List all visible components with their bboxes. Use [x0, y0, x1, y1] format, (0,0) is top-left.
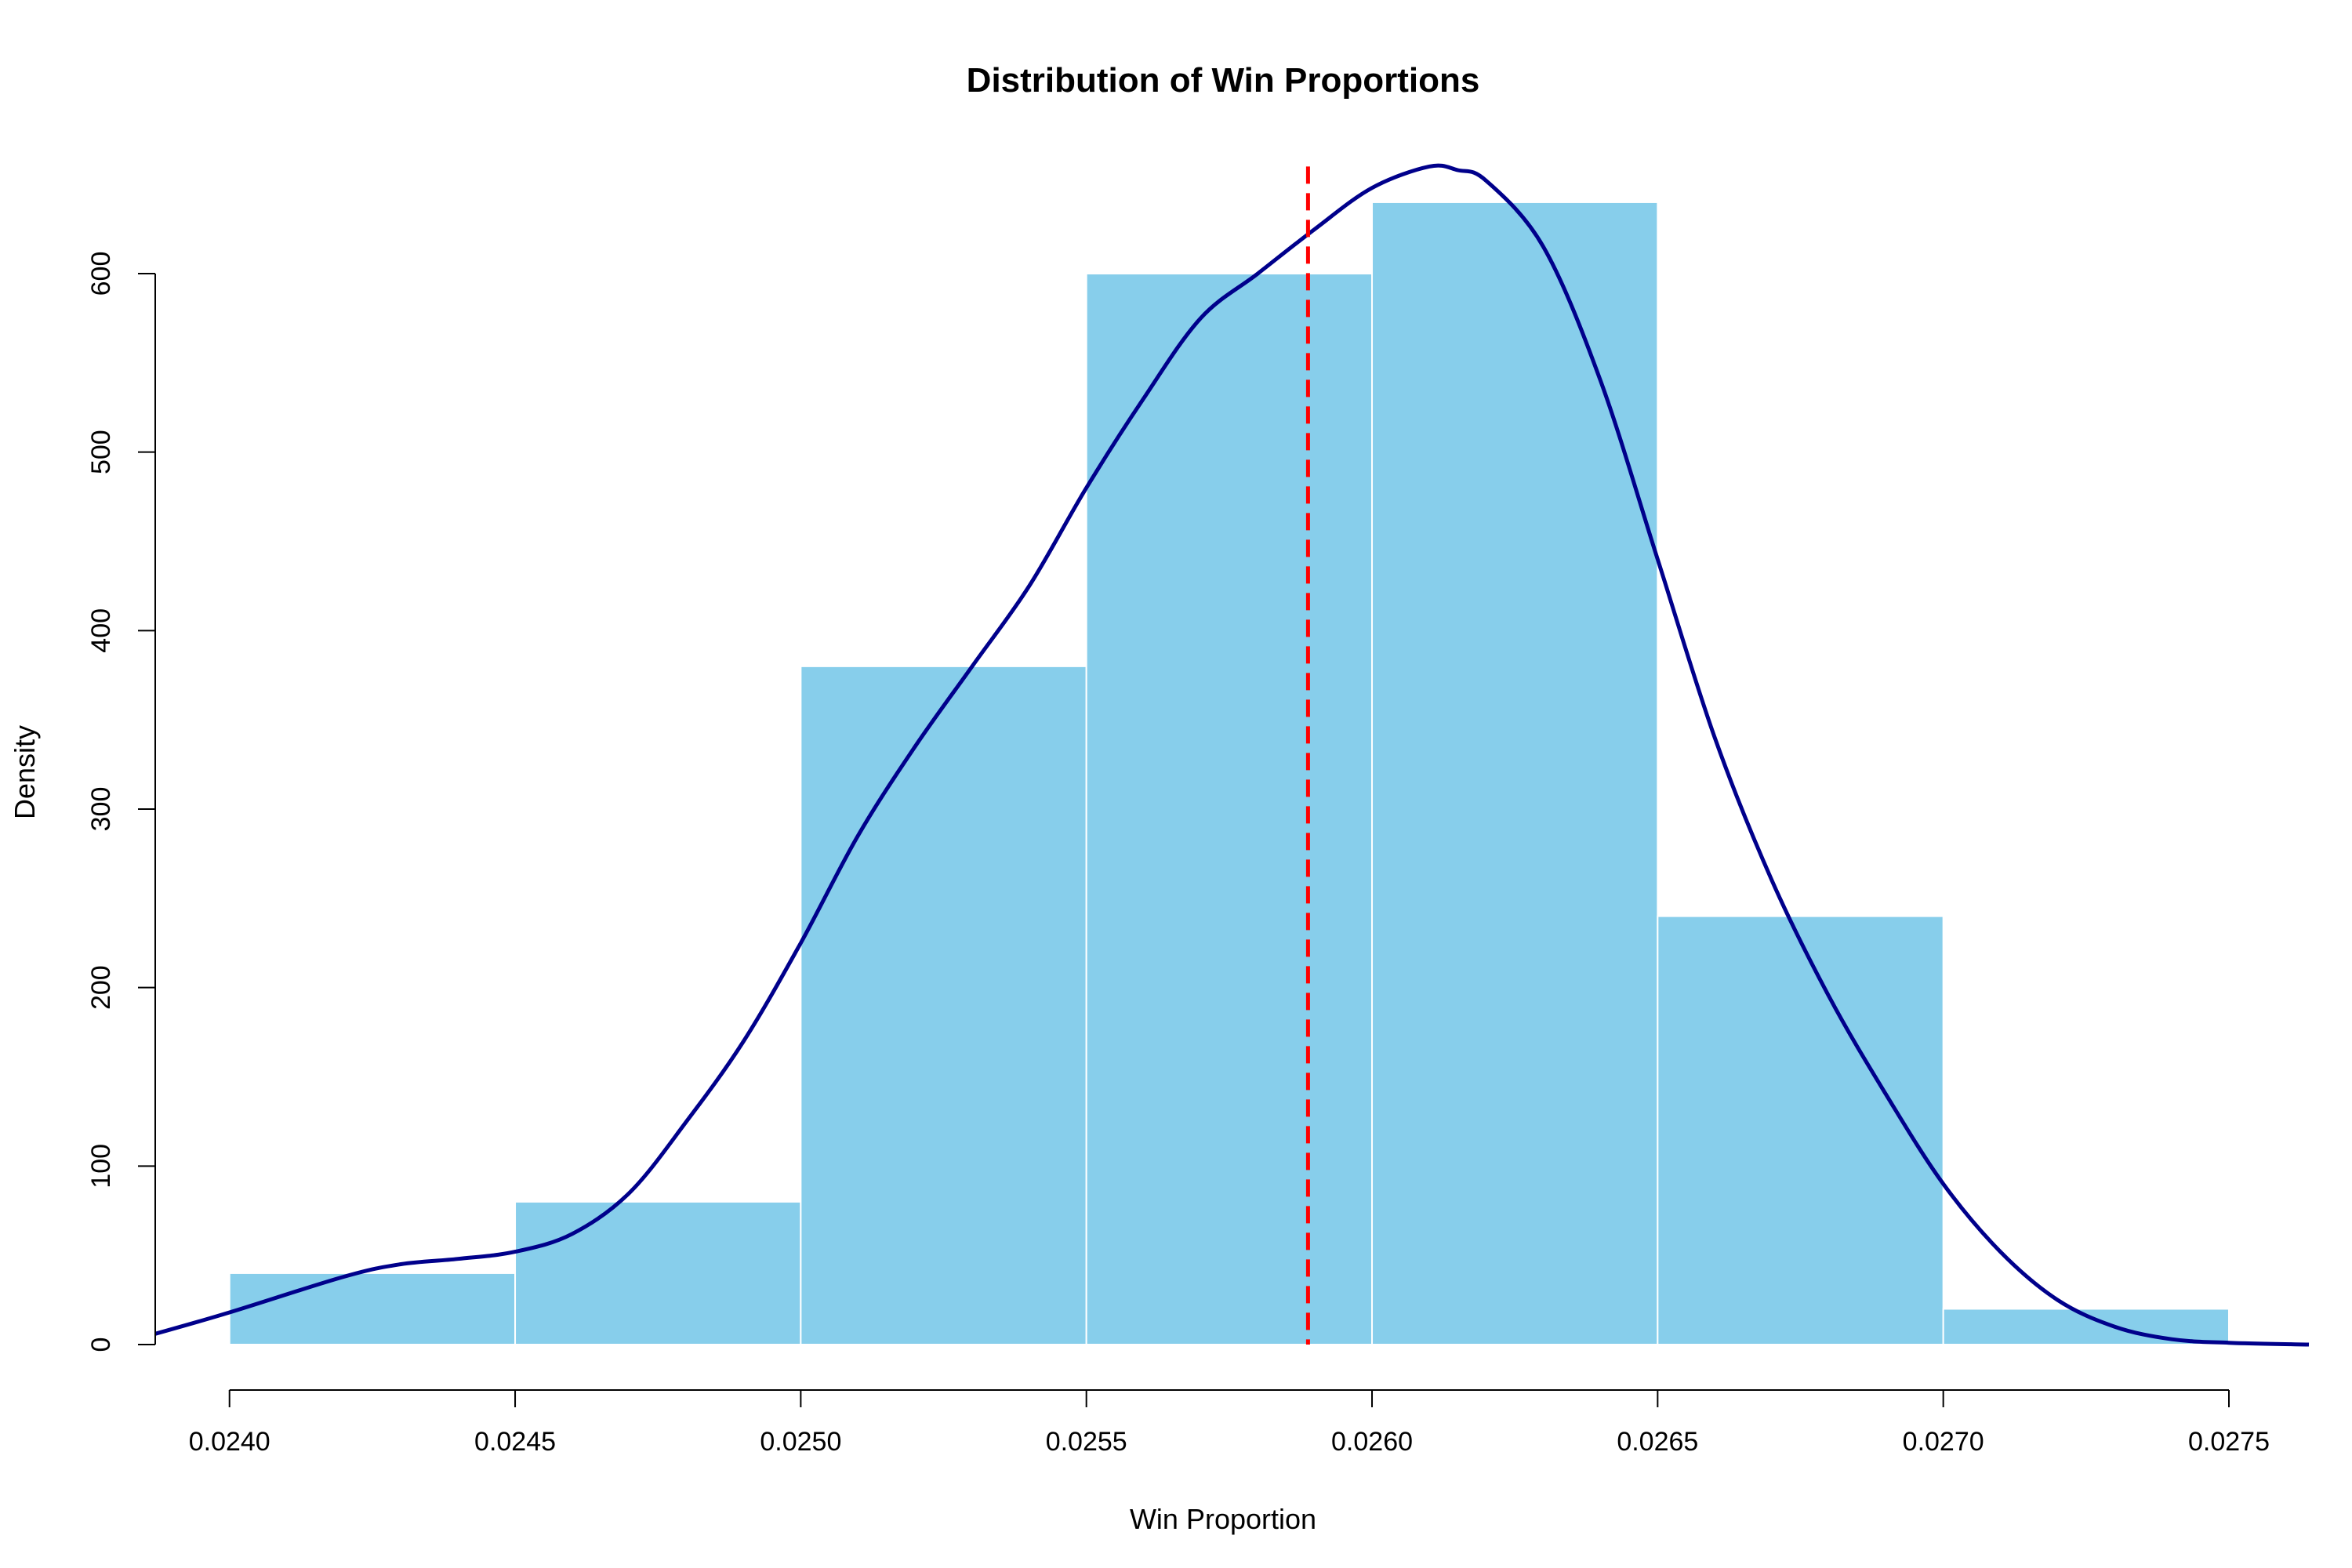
histogram-bar-2 [514, 1200, 802, 1346]
x-tick-label: 0.0270 [1903, 1427, 1984, 1457]
x-axis-label: Win Proportion [1130, 1503, 1316, 1535]
y-tick-label: 0 [86, 1338, 116, 1352]
x-tick-label: 0.0250 [760, 1427, 841, 1457]
y-axis-label: Density [9, 725, 41, 819]
x-tick-label: 0.0265 [1617, 1427, 1698, 1457]
chart-title: Distribution of Win Proportions [967, 61, 1480, 100]
y-tick-label: 200 [86, 965, 116, 1010]
histogram-bar-3 [800, 665, 1087, 1345]
x-tick-label: 0.0240 [189, 1427, 270, 1457]
histogram-bar-1 [228, 1272, 517, 1346]
y-tick-label: 600 [86, 252, 116, 296]
x-tick-label: 0.0260 [1331, 1427, 1413, 1457]
x-tick-label: 0.0245 [474, 1427, 556, 1457]
y-tick-label: 400 [86, 608, 116, 653]
histogram-bar-6 [1657, 915, 1944, 1345]
y-axis: 0 100 200 300 400 500 600 [86, 252, 156, 1352]
y-tick-label: 300 [86, 787, 116, 832]
x-tick-label: 0.0255 [1046, 1427, 1127, 1457]
histogram-bar-5 [1371, 201, 1659, 1345]
histogram-bars [228, 201, 2230, 1346]
x-tick-label: 0.0275 [2188, 1427, 2270, 1457]
x-axis: 0.0240 0.0245 0.0250 0.0255 0.0260 0.0265 0.02… [189, 1389, 2270, 1457]
y-tick-label: 500 [86, 430, 116, 474]
histogram-bar-4 [1085, 273, 1374, 1345]
y-tick-label: 100 [86, 1144, 116, 1189]
density-curve [154, 163, 2310, 1347]
